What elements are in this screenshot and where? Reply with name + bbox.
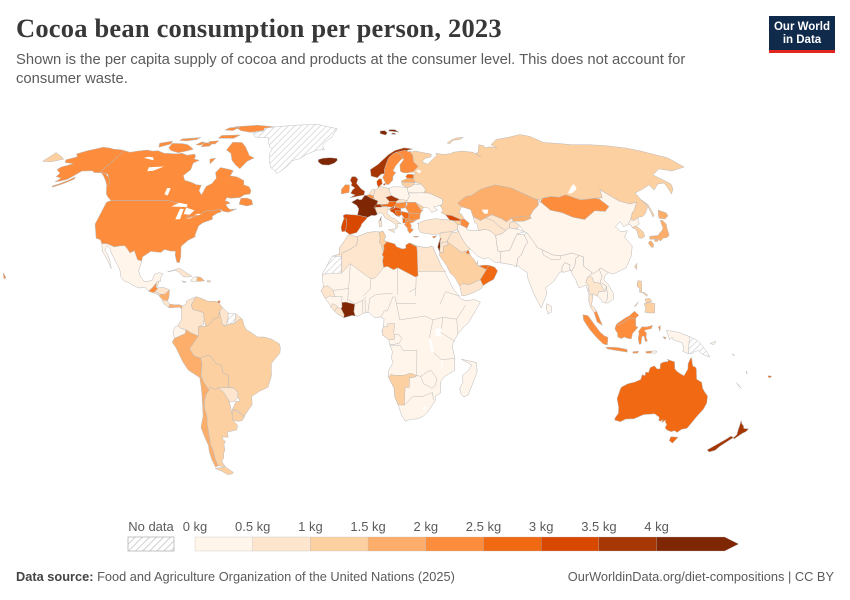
svg-text:0 kg: 0 kg (183, 519, 208, 534)
svg-text:No data: No data (128, 519, 174, 534)
svg-text:3 kg: 3 kg (529, 519, 554, 534)
svg-text:2.5 kg: 2.5 kg (466, 519, 501, 534)
svg-text:1.5 kg: 1.5 kg (350, 519, 385, 534)
svg-text:3.5 kg: 3.5 kg (581, 519, 616, 534)
svg-text:4 kg: 4 kg (644, 519, 669, 534)
svg-text:2 kg: 2 kg (414, 519, 439, 534)
svg-text:0.5 kg: 0.5 kg (235, 519, 270, 534)
svg-text:1 kg: 1 kg (298, 519, 323, 534)
